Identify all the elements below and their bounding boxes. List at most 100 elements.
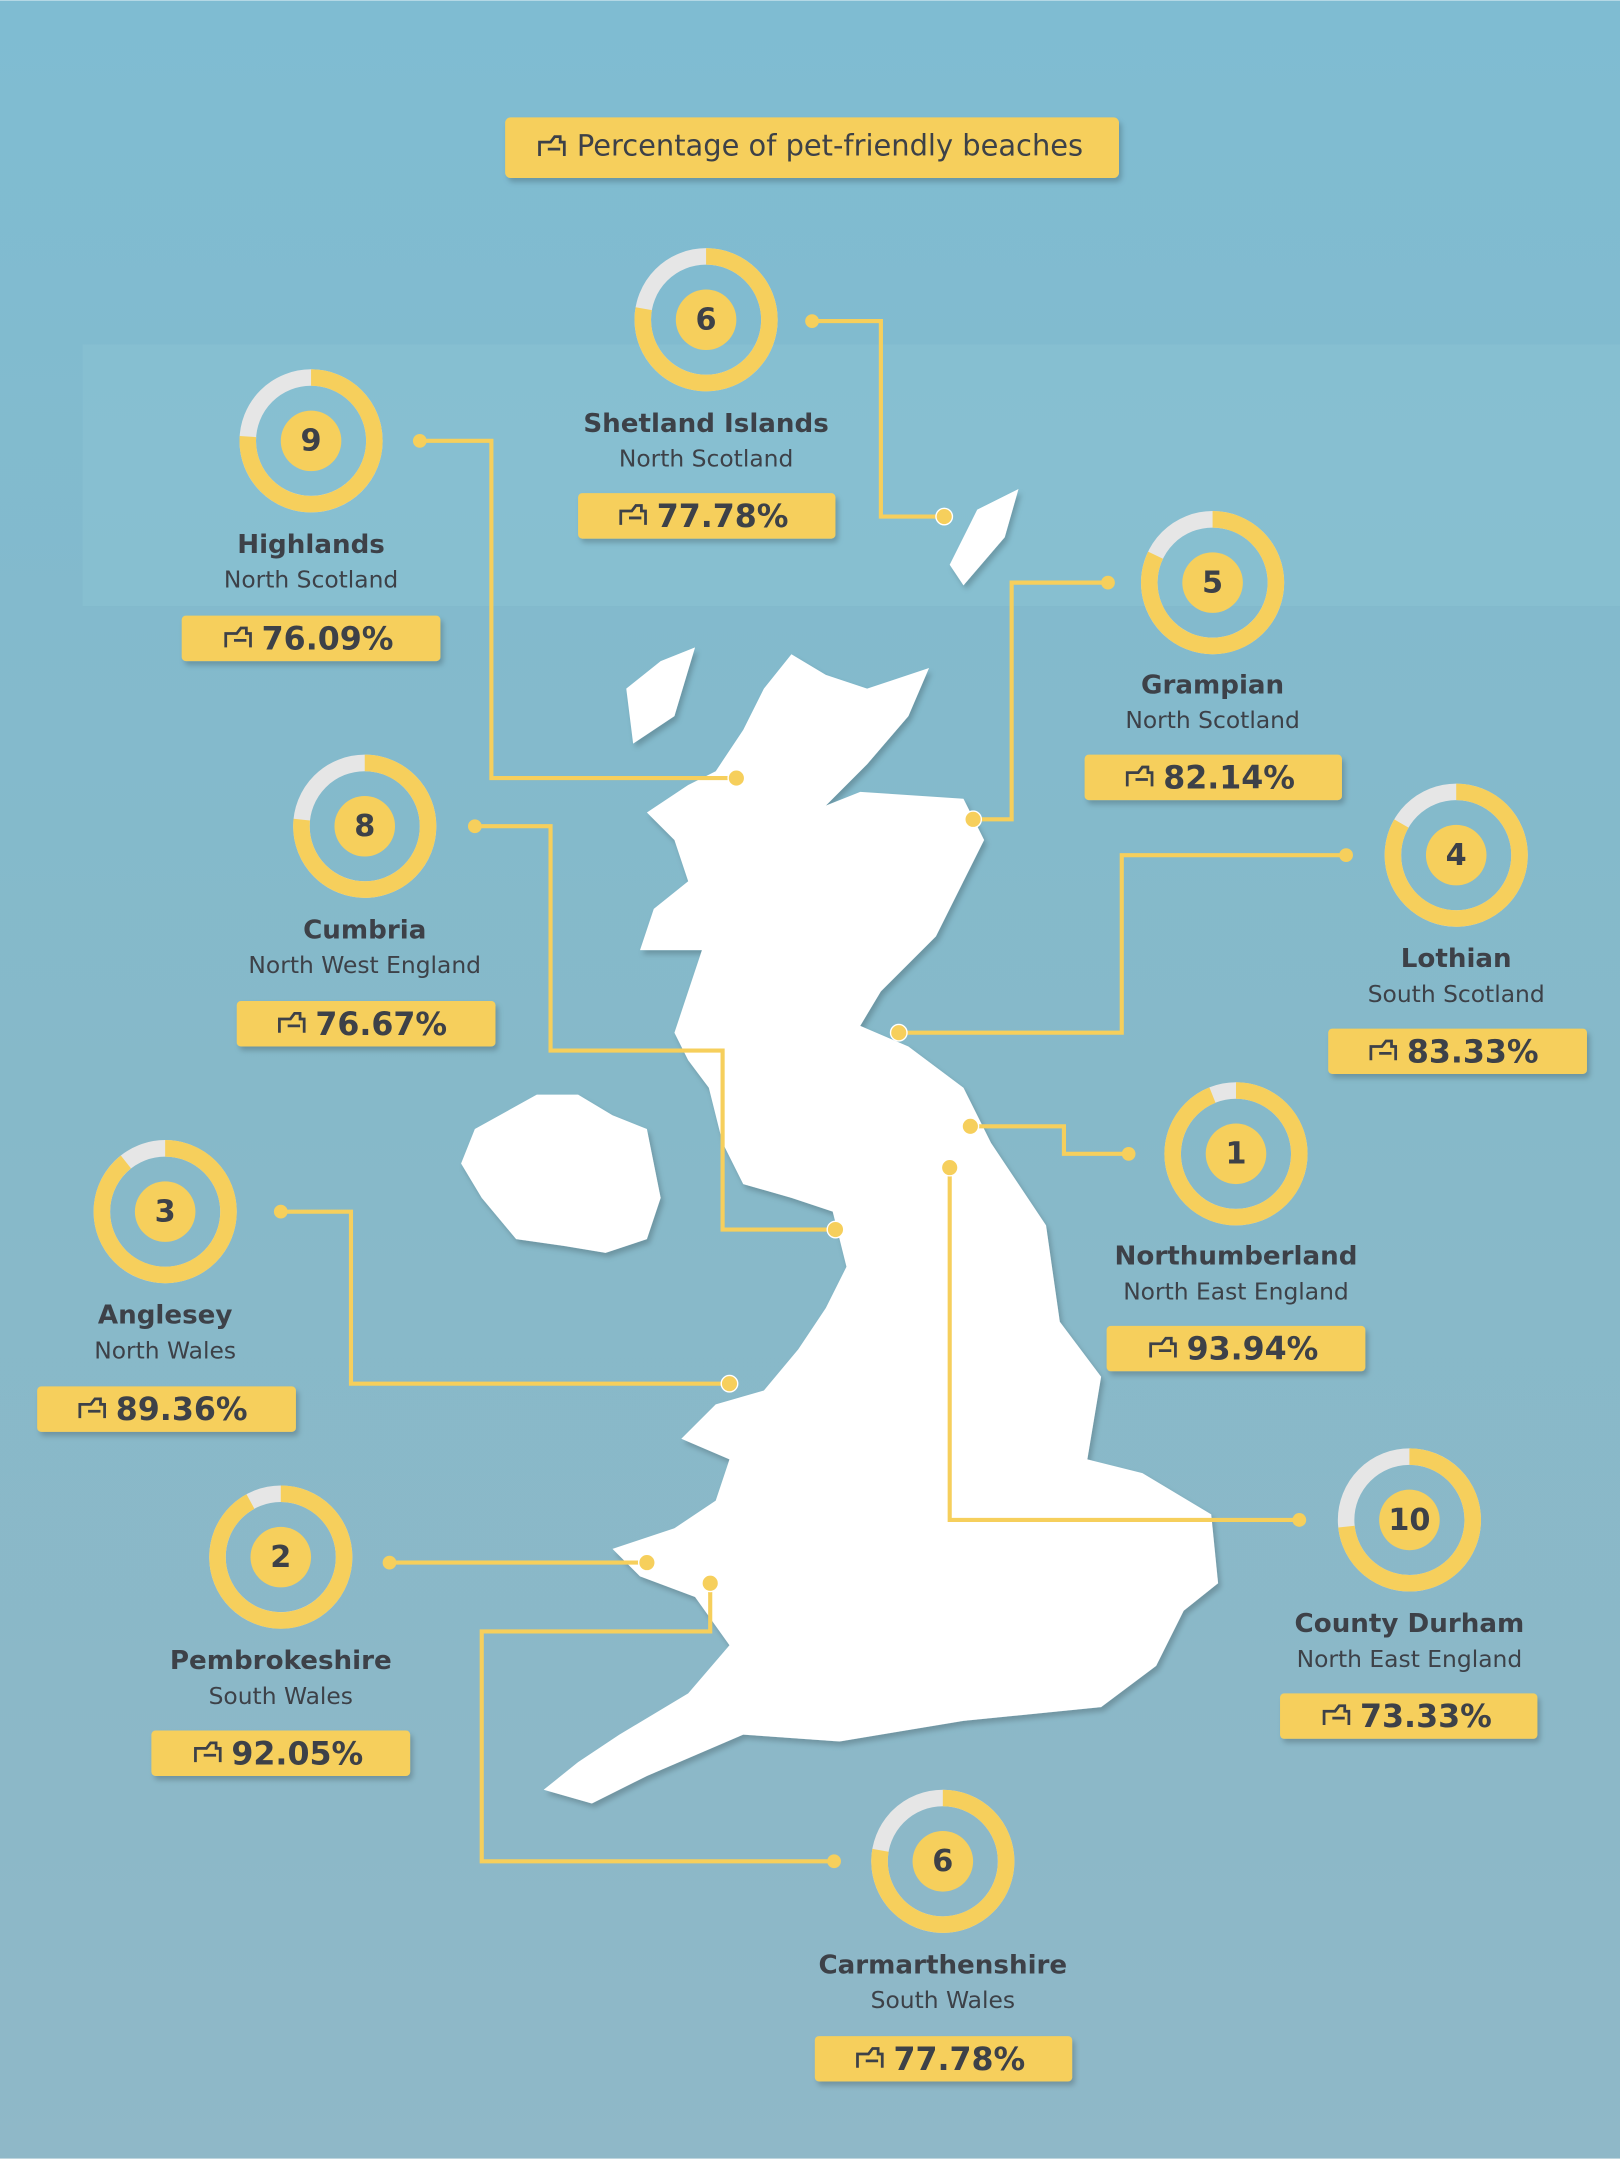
donut-arc xyxy=(93,1140,237,1284)
connector-dot xyxy=(701,1574,720,1593)
rank-badge xyxy=(250,1526,312,1588)
region-name: Lothian xyxy=(1401,944,1512,974)
donut-arc xyxy=(871,1789,1015,1933)
donut-arc xyxy=(1164,1082,1308,1226)
region-area: North Wales xyxy=(94,1337,236,1365)
region-name: Carmarthenshire xyxy=(818,1950,1067,1980)
donut-arc xyxy=(1338,1448,1481,1592)
percent-label: 92.05% xyxy=(231,1736,363,1772)
connector-dot xyxy=(382,1555,397,1570)
title-pill: Percentage of pet-friendly beaches xyxy=(505,117,1119,178)
rank-badge xyxy=(912,1831,974,1892)
region-name: Anglesey xyxy=(98,1301,233,1331)
connector-dot xyxy=(826,1220,845,1239)
connector-dot xyxy=(889,1023,908,1042)
region-area: North Scotland xyxy=(619,445,793,473)
rank: 5 xyxy=(1202,566,1223,601)
connector xyxy=(898,853,1347,1035)
donut-arc xyxy=(209,1485,353,1629)
dog-icon xyxy=(278,1012,306,1033)
region-area: North West England xyxy=(248,951,481,979)
dog-icon xyxy=(194,1741,222,1763)
connector xyxy=(479,1583,835,1864)
percent-label: 77.78% xyxy=(657,499,789,535)
rank: 9 xyxy=(301,424,322,459)
region-area: North East England xyxy=(1123,1277,1349,1305)
connector-dot xyxy=(727,769,746,788)
region-name: Grampian xyxy=(1141,670,1284,700)
hebrides xyxy=(626,647,696,744)
connector-dot xyxy=(637,1553,656,1572)
percent-pill xyxy=(37,1386,296,1432)
region-area: North Scotland xyxy=(224,566,398,594)
dog-icon xyxy=(619,504,647,525)
map xyxy=(461,489,1219,1804)
rank: 4 xyxy=(1446,838,1467,873)
connector xyxy=(970,1124,1129,1156)
region-area: South Wales xyxy=(871,1986,1015,2014)
rank-badge xyxy=(1379,1489,1440,1551)
rank: 8 xyxy=(354,809,375,844)
percent-label: 76.67% xyxy=(315,1007,447,1043)
percent-label: 76.09% xyxy=(262,621,394,657)
connector-dot xyxy=(961,1117,980,1136)
connector-dot xyxy=(827,1854,841,1869)
rank: 6 xyxy=(696,303,717,338)
connector-dot xyxy=(935,507,954,526)
rank: 6 xyxy=(932,1844,953,1879)
connector-dot xyxy=(467,819,482,834)
connector xyxy=(812,319,945,519)
donut-arc xyxy=(1141,511,1285,655)
rank-badge xyxy=(1205,1123,1267,1185)
regions: 6 Shetland Islands North Scotland 77.78% 9 Hi… xyxy=(37,248,1587,2082)
region-name: Northumberland xyxy=(1115,1242,1358,1272)
rank-badge xyxy=(134,1181,196,1242)
region-name: Pembrokeshire xyxy=(170,1646,392,1676)
percent-label: 89.36% xyxy=(116,1392,248,1428)
dog-icon xyxy=(1149,1336,1177,1358)
region-name: Cumbria xyxy=(303,915,426,945)
connector xyxy=(947,1167,1300,1523)
shetland xyxy=(949,489,1019,586)
dog-icon xyxy=(78,1397,106,1419)
rank-badge xyxy=(280,410,342,472)
region-area: South Wales xyxy=(209,1682,353,1710)
rank: 10 xyxy=(1388,1503,1430,1538)
percent-label: 73.33% xyxy=(1360,1699,1492,1735)
connector xyxy=(419,438,737,781)
rank: 1 xyxy=(1225,1137,1246,1172)
rank-badge xyxy=(334,795,396,857)
connector-dot xyxy=(805,314,819,328)
region-name: Highlands xyxy=(237,530,385,560)
rank: 2 xyxy=(270,1540,291,1575)
ireland xyxy=(461,1094,661,1253)
rank-badge xyxy=(1182,552,1243,613)
connector-dot xyxy=(940,1158,959,1177)
percent-label: 82.14% xyxy=(1163,760,1295,796)
dog-icon xyxy=(1322,1704,1351,1726)
rank-badge xyxy=(1425,824,1487,886)
percent-label: 77.78% xyxy=(893,2042,1025,2078)
great-britain xyxy=(543,654,1219,1804)
connector-dot xyxy=(1339,848,1353,863)
rank: 3 xyxy=(155,1195,176,1230)
region-area: North East England xyxy=(1297,1645,1523,1673)
dog-icon xyxy=(1369,1039,1398,1061)
connector-dot xyxy=(1121,1146,1136,1161)
title: Percentage of pet-friendly beaches xyxy=(577,129,1083,163)
rank-badge xyxy=(675,289,737,351)
percent-label: 93.94% xyxy=(1187,1332,1319,1368)
title-box xyxy=(505,117,1119,178)
connector-dot xyxy=(1292,1513,1307,1527)
connector xyxy=(280,1209,730,1386)
connectors xyxy=(273,314,1353,1869)
connector-dot xyxy=(720,1374,739,1393)
connector-dot xyxy=(273,1204,288,1219)
donut-arc xyxy=(293,754,437,898)
connector-dot xyxy=(412,433,427,448)
connector-dot xyxy=(1101,575,1115,590)
region-area: South Scotland xyxy=(1368,980,1545,1008)
connector xyxy=(474,824,836,1232)
